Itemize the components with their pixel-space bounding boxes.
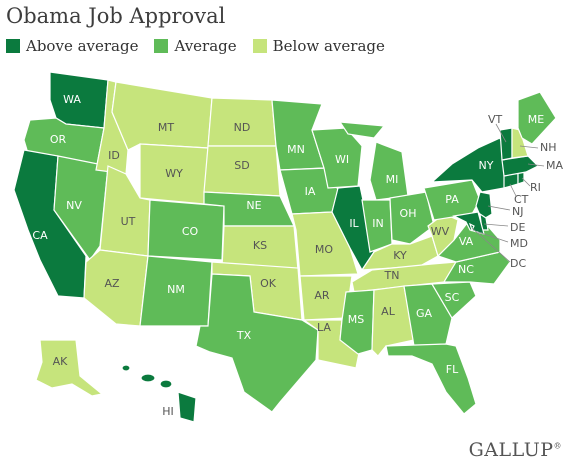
label-KY: KY [393,249,407,262]
gallup-logo: GALLUP® [469,439,562,461]
label-MN: MN [287,143,305,156]
legend-label-above: Above average [26,37,139,55]
state-HI-2 [140,373,156,383]
label-WI: WI [335,153,349,166]
label-GA: GA [416,307,433,320]
label-MS: MS [348,313,364,326]
label-WA: WA [63,93,81,106]
label-RI: RI [530,181,541,194]
state-HI-3 [159,379,173,389]
label-NJ: NJ [512,205,523,218]
callout-line-vt [495,123,507,143]
label-WV: WV [431,225,450,238]
label-IL: IL [349,217,359,230]
state-TX [195,273,319,413]
label-PA: PA [445,193,459,206]
state-OH [389,191,435,245]
legend-swatch-below [252,39,267,53]
callout-line-ma [527,163,545,167]
label-CO: CO [182,225,199,238]
state-NH [511,127,529,159]
label-MO: MO [315,243,333,256]
label-ID: ID [108,149,120,162]
label-TN: TN [384,269,400,282]
label-KS: KS [253,239,267,252]
label-AR: AR [314,289,330,302]
label-OH: OH [400,207,417,220]
label-WY: WY [165,167,183,180]
state-NJ [475,191,493,221]
legend-swatch-above [6,39,20,53]
legend-item-above-average: Above average [6,37,138,55]
label-NM: NM [167,283,185,296]
label-VA: VA [459,235,474,248]
legend-label-average: Average [174,37,237,55]
label-UT: UT [121,215,136,228]
label-FL: FL [446,363,459,376]
state-AK [35,339,104,397]
callout-line-dc [471,227,511,263]
label-MT: MT [158,121,174,134]
label-ME: ME [528,113,544,126]
label-LA: LA [317,321,331,334]
registered-mark: ® [553,441,562,451]
callout-line-nj [487,205,511,211]
map-title: Obama Job Approval [6,4,226,28]
callout-line-ri [521,177,531,187]
label-HI: HI [162,405,174,418]
label-AZ: AZ [104,277,120,290]
label-OK: OK [260,277,277,290]
gallup-logo-text: GALLUP [468,439,554,461]
state-GA [403,283,453,347]
state-HI-4 [177,391,197,423]
label-NY: NY [479,159,494,172]
label-DE: DE [510,221,525,234]
label-MA: MA [546,159,563,172]
state-ME [517,91,557,145]
label-NH: NH [540,141,557,154]
state-MI [369,141,409,201]
callout-line-ct [509,183,517,197]
label-CT: CT [514,193,529,206]
state-MI-upper [338,121,386,139]
callout-line-nh [519,145,539,149]
label-AK: AK [53,355,69,368]
callout-line-de [483,223,509,227]
label-AL: AL [381,305,396,318]
callout-line-md [477,231,509,243]
legend: Above average Average Below average [6,37,401,55]
legend-label-below: Below average [272,37,385,55]
legend-item-average: Average [154,37,237,55]
label-OR: OR [50,133,67,146]
state-MT [111,81,213,151]
label-NC: NC [458,263,474,276]
label-SD: SD [234,159,249,172]
label-IN: IN [372,217,383,230]
label-MI: MI [386,173,399,186]
label-NV: NV [66,199,82,212]
label-TX: TX [236,329,252,342]
label-NE: NE [246,199,261,212]
state-SC [430,281,477,319]
label-MD: MD [510,237,528,250]
legend-item-below-average: Below average [252,37,385,55]
label-IA: IA [305,185,316,198]
label-SC: SC [445,291,460,304]
label-DC: DC [510,257,526,270]
state-FL [385,343,477,415]
label-CA: CA [32,229,48,242]
label-VT: VT [488,113,503,126]
label-ND: ND [234,121,251,134]
legend-swatch-average [154,39,169,53]
state-HI-1 [121,364,131,372]
state-VA [436,221,501,263]
state-DC [468,222,475,232]
state-VT [499,127,513,161]
